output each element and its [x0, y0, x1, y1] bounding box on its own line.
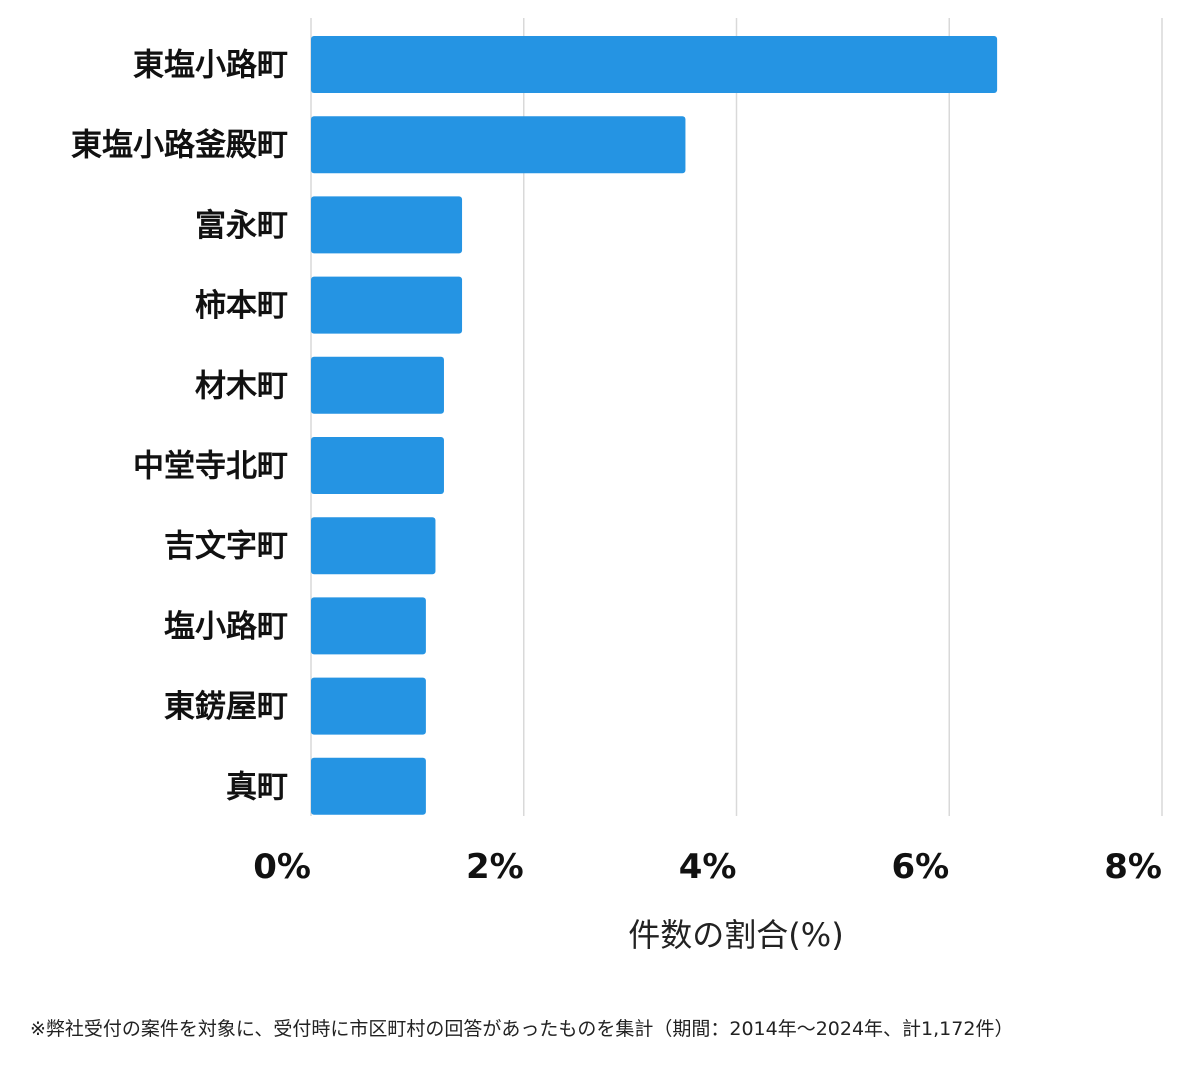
x-axis-label: 件数の割合(%) [628, 916, 843, 954]
category-label: 真町 [226, 769, 288, 805]
category-label: 中堂寺北町 [133, 449, 288, 485]
bar [311, 116, 686, 174]
x-tick-label: 8% [1104, 847, 1162, 887]
bar [311, 196, 463, 254]
footnote: ※弊社受付の案件を対象に、受付時に市区町村の回答があったものを集計（期間：201… [30, 1018, 1014, 1040]
category-label: 東塩小路釜殿町 [71, 128, 288, 164]
category-label: 富永町 [195, 208, 288, 244]
bar [311, 356, 444, 414]
bar [311, 36, 998, 93]
x-tick-label: 4% [679, 847, 737, 887]
bar [311, 517, 436, 575]
category-label: 東錺屋町 [164, 689, 288, 725]
bar [311, 276, 463, 334]
x-tick-label: 6% [892, 847, 950, 887]
bar [311, 677, 426, 735]
bars [311, 36, 998, 815]
bar [311, 597, 426, 655]
x-tick-label: 2% [466, 847, 524, 887]
category-label: 東塩小路町 [133, 48, 288, 84]
category-label: 吉文字町 [164, 529, 288, 565]
category-label: 柿本町 [195, 288, 288, 324]
x-tick-labels: 0% 2% 4% 6% 8% [253, 847, 1162, 887]
category-label: 塩小路町 [164, 609, 288, 645]
bar [311, 437, 444, 494]
category-label: 材木町 [195, 368, 288, 404]
bar [311, 757, 426, 815]
x-tick-label: 0% [253, 847, 311, 887]
